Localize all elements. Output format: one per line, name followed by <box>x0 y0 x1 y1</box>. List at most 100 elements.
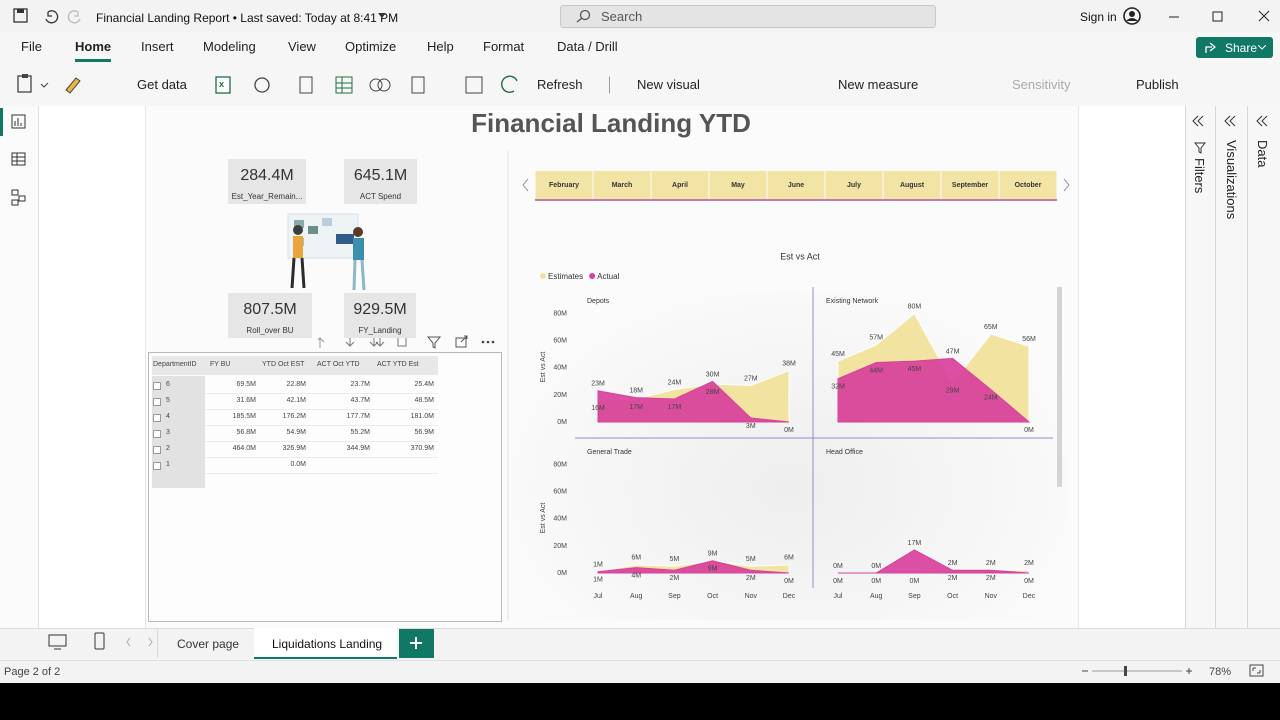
ribbon-command[interactable]: New measure <box>838 77 919 92</box>
ribbon-command[interactable]: Refresh <box>537 77 583 92</box>
kpi-value: 284.4M <box>240 167 294 184</box>
slicer-label: April <box>672 182 688 189</box>
slicer-next[interactable] <box>1063 178 1070 192</box>
pane-title[interactable]: Visualizations <box>1224 140 1239 220</box>
kpi-card[interactable] <box>344 159 417 204</box>
side-panes <box>1185 106 1280 628</box>
visual-header-icons[interactable] <box>318 334 498 350</box>
expand-icon[interactable] <box>153 462 161 470</box>
ribbon-command[interactable]: New visual <box>637 77 700 92</box>
area-series <box>837 357 1031 423</box>
ribbon-tab[interactable]: Help <box>427 39 454 54</box>
data-label: 9M <box>708 551 718 558</box>
data-label: 16M <box>591 405 605 412</box>
x-tick-label: Aug <box>630 593 643 600</box>
expand-icon[interactable] <box>153 446 161 454</box>
data-label: 6M <box>784 555 794 562</box>
data-label: 56M <box>1022 336 1036 343</box>
slicer-label: June <box>788 182 804 189</box>
quick-access-icons[interactable] <box>12 7 82 25</box>
ribbon-tab[interactable]: Optimize <box>345 39 397 54</box>
table-cell: 344.9M <box>346 445 370 452</box>
kpi-card[interactable] <box>228 293 312 338</box>
table-cell: 55.2M <box>350 429 370 436</box>
row-header: 4 <box>166 413 170 420</box>
pane-title[interactable]: Filters <box>1192 158 1207 194</box>
share-dropdown <box>1258 45 1266 50</box>
layout-icons[interactable] <box>46 632 166 652</box>
data-label: 17M <box>668 404 682 411</box>
y-tick-label: 40M <box>553 365 567 372</box>
data-label: 2M <box>670 575 680 582</box>
data-label: 2M <box>746 575 756 582</box>
ribbon-icons[interactable]: x <box>190 73 610 97</box>
table-cell: 22.8M <box>286 381 306 388</box>
x-tick-label: Sep <box>668 593 681 600</box>
page-tab-label[interactable]: Liquidations Landing <box>272 637 383 651</box>
kpi-label: Est_Year_Remain... <box>231 192 303 201</box>
slicer-item[interactable] <box>825 171 883 199</box>
slicer-item[interactable] <box>709 171 767 199</box>
page-tab-active[interactable] <box>254 628 397 659</box>
table-cell: 0.0M <box>290 461 306 468</box>
ribbon-tab[interactable]: Modeling <box>203 39 256 54</box>
fit-page-icon[interactable] <box>1249 663 1265 679</box>
expand-icon[interactable] <box>153 382 161 390</box>
slicer-item[interactable] <box>593 171 651 199</box>
y-tick-label: 60M <box>553 489 567 496</box>
slicer-item[interactable] <box>651 171 709 199</box>
data-label: 2M <box>986 560 996 567</box>
scrollbar[interactable] <box>1057 287 1062 487</box>
data-label: 24M <box>668 379 682 386</box>
kpi-card[interactable] <box>228 159 306 204</box>
search-box[interactable] <box>560 5 936 28</box>
ribbon-tab[interactable]: Data / Drill <box>557 39 618 54</box>
data-label: 17M <box>629 404 643 411</box>
expand-icon[interactable] <box>153 414 161 422</box>
slicer-item[interactable] <box>767 171 825 199</box>
kpi-card[interactable] <box>344 293 416 338</box>
title-dropdown[interactable] <box>378 13 386 19</box>
page-tab-label[interactable]: Cover page <box>177 637 240 651</box>
slicer-label: May <box>731 182 745 189</box>
legend-swatch <box>540 273 546 279</box>
data-label: 47M <box>946 348 960 355</box>
expand-icon[interactable] <box>153 430 161 438</box>
slicer-item[interactable] <box>535 171 593 199</box>
table-header: ACT YTD Est <box>377 361 419 368</box>
ribbon-tab[interactable]: Format <box>483 39 525 54</box>
ribbon-command[interactable]: Publish <box>1136 77 1179 92</box>
y-tick-label: 0M <box>557 419 567 426</box>
pane-collapse-icons[interactable] <box>1192 114 1276 128</box>
data-label: 0M <box>833 563 843 570</box>
ribbon-tab[interactable]: File <box>21 39 42 54</box>
slicer-prev[interactable] <box>522 178 529 192</box>
zoom-slider[interactable] <box>1078 663 1198 679</box>
table-header: ACT Oct YTD <box>317 361 360 368</box>
view-icons[interactable] <box>10 112 30 212</box>
clipboard-icons[interactable] <box>14 72 94 96</box>
ribbon-tab[interactable]: Insert <box>141 39 174 54</box>
row-divider <box>205 425 438 426</box>
ribbon-command: Sensitivity <box>1012 77 1071 92</box>
panel-title: General Trade <box>587 449 632 456</box>
data-label: 0M <box>784 578 794 585</box>
window-controls[interactable] <box>1122 6 1280 26</box>
ribbon-tab[interactable]: View <box>288 39 316 54</box>
y-tick-label: 80M <box>553 462 567 469</box>
share-button[interactable] <box>1196 37 1273 58</box>
slicer-item[interactable] <box>941 171 999 199</box>
pane-divider <box>1247 106 1248 628</box>
sign-in[interactable]: Sign in <box>1080 10 1117 24</box>
ribbon-command[interactable]: Get data <box>137 77 187 92</box>
data-label: 80M <box>908 304 922 311</box>
pane-title[interactable]: Data <box>1255 140 1270 168</box>
row-header: 2 <box>166 445 170 452</box>
ribbon-tab[interactable]: Home <box>75 39 112 62</box>
y-tick-label: 0M <box>557 570 567 577</box>
expand-icon[interactable] <box>153 398 161 406</box>
table-visual[interactable] <box>148 352 502 622</box>
slicer-item[interactable] <box>883 171 941 199</box>
slicer-item[interactable] <box>999 171 1057 199</box>
